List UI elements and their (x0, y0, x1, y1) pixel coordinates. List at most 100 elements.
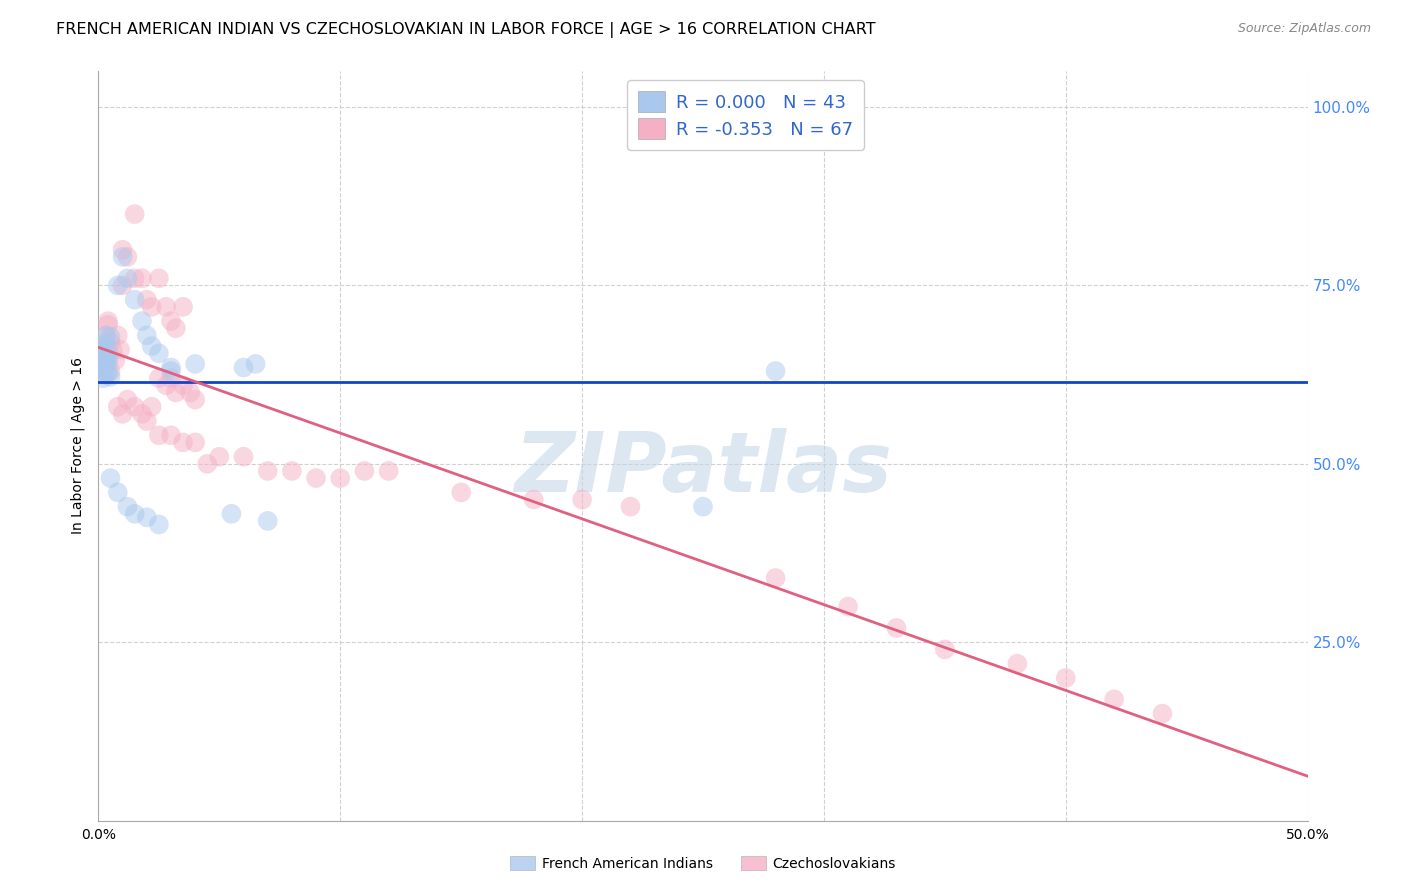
Point (107, 328, 129, 343)
Point (135, 328, 157, 343)
Point (94, 348, 117, 362)
Point (1102, 692, 1125, 706)
Point (90, 350, 112, 364)
Point (148, 428, 170, 442)
Point (124, 293, 146, 307)
Point (117, 500, 139, 514)
Point (97, 351, 120, 366)
Point (165, 321, 187, 335)
Point (135, 414, 157, 428)
Point (91, 359, 114, 373)
Text: ZIPatlas: ZIPatlas (515, 428, 891, 509)
Point (108, 343, 131, 357)
Point (94, 353, 117, 368)
Point (131, 407, 153, 421)
Point (111, 250, 134, 264)
Point (100, 369, 122, 384)
Point (135, 293, 157, 307)
Point (100, 364, 122, 378)
Point (221, 507, 243, 521)
Point (148, 517, 170, 532)
Point (94, 368, 117, 382)
Point (148, 346, 170, 360)
Point (184, 357, 207, 371)
Point (172, 378, 194, 392)
Legend: French American Indians, Czechoslovakians: French American Indians, Czechoslovakian… (505, 850, 901, 876)
Point (117, 392, 139, 407)
Point (90, 343, 112, 357)
Point (91, 350, 114, 364)
Point (160, 360, 183, 375)
Point (160, 314, 183, 328)
Point (124, 400, 146, 414)
Point (100, 471, 122, 485)
Point (117, 250, 139, 264)
Point (353, 464, 375, 478)
Point (91, 371, 114, 385)
Point (232, 360, 254, 375)
Point (281, 464, 304, 478)
Point (94, 359, 117, 373)
Point (91, 339, 114, 353)
Point (172, 300, 194, 314)
Point (141, 339, 163, 353)
Point (305, 471, 328, 485)
Point (1054, 671, 1077, 685)
Point (124, 271, 146, 285)
Point (155, 300, 177, 314)
Point (837, 599, 859, 614)
Point (111, 407, 134, 421)
Point (97, 355, 120, 369)
Point (160, 364, 183, 378)
Point (94, 335, 117, 350)
Text: FRENCH AMERICAN INDIAN VS CZECHOSLOVAKIAN IN LABOR FORCE | AGE > 16 CORRELATION : FRENCH AMERICAN INDIAN VS CZECHOSLOVAKIA… (56, 22, 876, 38)
Point (94, 328, 117, 343)
Point (111, 278, 134, 293)
Point (256, 464, 278, 478)
Point (90, 346, 112, 360)
Point (94, 343, 117, 357)
Point (94, 328, 117, 343)
Point (104, 353, 127, 368)
Point (91, 364, 114, 378)
Point (91, 351, 114, 366)
Point (100, 335, 122, 350)
Point (155, 378, 177, 392)
Point (886, 621, 908, 635)
Point (107, 278, 129, 293)
Point (765, 364, 787, 378)
Point (101, 343, 124, 357)
Point (97, 314, 120, 328)
Point (450, 485, 472, 500)
Point (523, 492, 546, 507)
Point (208, 450, 231, 464)
Point (160, 371, 183, 385)
Point (131, 271, 153, 285)
Point (1007, 657, 1029, 671)
Point (94, 357, 117, 371)
Point (97, 366, 120, 380)
Point (619, 500, 641, 514)
Point (765, 571, 787, 585)
Point (172, 435, 194, 450)
Point (90, 346, 112, 360)
Legend: R = 0.000   N = 43, R = -0.353   N = 67: R = 0.000 N = 43, R = -0.353 N = 67 (627, 80, 865, 150)
Point (135, 510, 157, 524)
Point (141, 400, 163, 414)
Point (107, 400, 129, 414)
Point (232, 450, 254, 464)
Point (571, 492, 593, 507)
Point (91, 357, 114, 371)
Point (100, 330, 122, 344)
Point (1152, 706, 1174, 721)
Point (124, 207, 146, 221)
Point (184, 392, 207, 407)
Y-axis label: In Labor Force | Age > 16: In Labor Force | Age > 16 (70, 358, 84, 534)
Point (131, 314, 153, 328)
Point (111, 243, 134, 257)
Point (148, 371, 170, 385)
Point (117, 271, 139, 285)
Point (107, 485, 129, 500)
Point (97, 318, 120, 332)
Point (124, 507, 146, 521)
